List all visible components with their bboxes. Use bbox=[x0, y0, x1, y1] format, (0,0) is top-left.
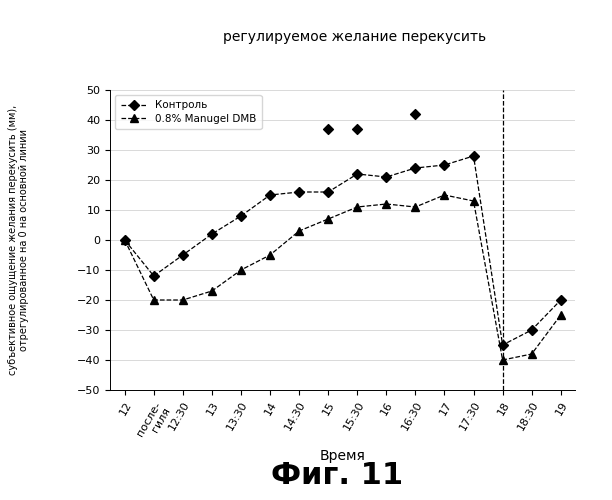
Контроль bbox=[208, 231, 215, 237]
Legend: Контроль, 0.8% Manugel DMB: Контроль, 0.8% Manugel DMB bbox=[116, 95, 261, 128]
0.8% Manugel DMB bbox=[354, 204, 361, 210]
Line: Контроль: Контроль bbox=[121, 152, 564, 348]
Point bbox=[411, 110, 420, 118]
0.8% Manugel DMB bbox=[208, 288, 215, 294]
Text: Фиг. 11: Фиг. 11 bbox=[271, 461, 403, 490]
0.8% Manugel DMB bbox=[324, 216, 332, 222]
Контроль bbox=[499, 342, 506, 348]
Контроль bbox=[528, 327, 536, 333]
Контроль bbox=[441, 162, 448, 168]
Контроль bbox=[354, 171, 361, 177]
0.8% Manugel DMB bbox=[266, 252, 274, 258]
0.8% Manugel DMB bbox=[470, 198, 477, 204]
0.8% Manugel DMB bbox=[557, 312, 564, 318]
0.8% Manugel DMB bbox=[499, 357, 506, 363]
0.8% Manugel DMB bbox=[179, 297, 187, 303]
Text: регулируемое желание перекусить: регулируемое желание перекусить bbox=[223, 30, 487, 44]
0.8% Manugel DMB bbox=[121, 237, 129, 243]
Point bbox=[323, 125, 333, 133]
Контроль bbox=[179, 252, 187, 258]
Контроль bbox=[150, 273, 157, 279]
Контроль bbox=[121, 237, 129, 243]
0.8% Manugel DMB bbox=[528, 351, 536, 357]
Контроль bbox=[382, 174, 390, 180]
Контроль bbox=[296, 189, 303, 195]
Контроль bbox=[470, 153, 477, 159]
Контроль bbox=[237, 213, 245, 219]
0.8% Manugel DMB bbox=[412, 204, 419, 210]
0.8% Manugel DMB bbox=[150, 297, 157, 303]
Контроль bbox=[412, 165, 419, 171]
Контроль bbox=[266, 192, 274, 198]
0.8% Manugel DMB bbox=[237, 267, 245, 273]
Контроль bbox=[324, 189, 332, 195]
Text: субъективное ощущение желания перекусить (мм),
отрегулированное на 0 на основной: субъективное ощущение желания перекусить… bbox=[7, 105, 29, 375]
X-axis label: Время: Время bbox=[320, 449, 365, 463]
0.8% Manugel DMB bbox=[296, 228, 303, 234]
Point bbox=[353, 125, 362, 133]
Контроль bbox=[557, 297, 564, 303]
0.8% Manugel DMB bbox=[441, 192, 448, 198]
0.8% Manugel DMB bbox=[382, 201, 390, 207]
Line: 0.8% Manugel DMB: 0.8% Manugel DMB bbox=[121, 191, 565, 364]
